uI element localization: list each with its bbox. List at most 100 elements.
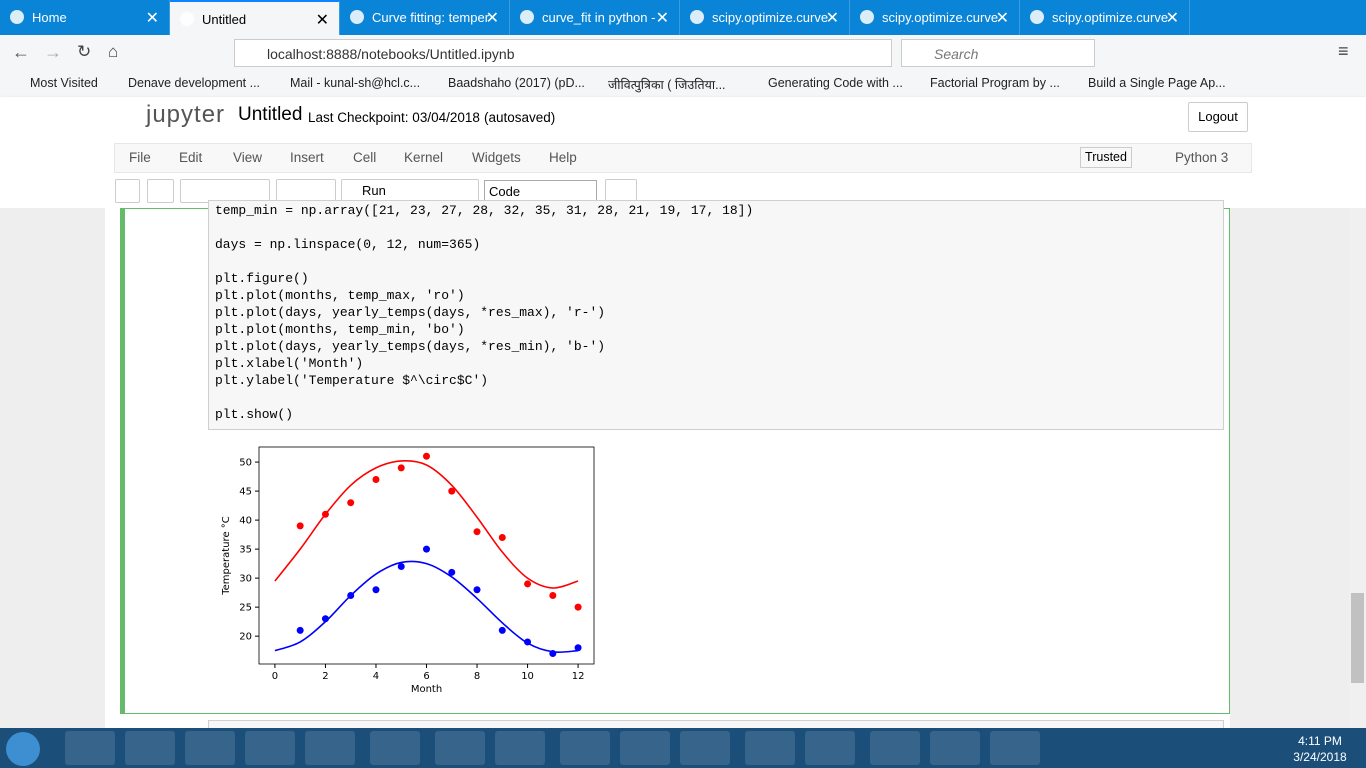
browser-tab[interactable]: scipy.optimize.curve ✕ [1020,0,1190,35]
x-tick-label: 6 [423,671,429,682]
taskbar-app[interactable] [680,731,730,765]
taskbar-app[interactable] [805,731,855,765]
browser-tab[interactable]: Curve fitting: temper ✕ [340,0,510,35]
menu-item[interactable]: Help [549,150,577,165]
taskbar-app[interactable] [65,731,115,765]
taskbar-app[interactable] [930,731,980,765]
bookmark[interactable]: Baadshaho (2017) (pD... [448,76,585,90]
save-button[interactable] [115,179,140,203]
menu-item[interactable]: Widgets [472,150,521,165]
browser-tab[interactable]: scipy.optimize.curve ✕ [680,0,850,35]
tab-icon [350,10,364,24]
bookmark[interactable]: Most Visited [30,76,98,90]
data-point [423,545,430,553]
taskbar-app[interactable] [745,731,795,765]
tab-close[interactable]: ✕ [825,10,839,27]
taskbar-app[interactable] [305,731,355,765]
tab-icon [180,12,194,26]
taskbar-app[interactable] [185,731,235,765]
menu-item[interactable]: Edit [179,150,203,165]
data-point [524,580,532,588]
browser-tab[interactable]: scipy.optimize.curve ✕ [850,0,1020,35]
y-tick-label: 50 [239,458,252,469]
browser-tab[interactable]: curve_fit in python - ✕ [510,0,680,35]
taskbar-app[interactable] [620,731,670,765]
taskbar-app[interactable] [370,731,420,765]
jupyter-logo[interactable]: jupyter [146,101,226,128]
tab-close[interactable]: ✕ [1165,10,1179,27]
run-buttons[interactable] [341,179,479,203]
output-chart: 0 2 4 6 8 10 12 20 25 30 35 40 45 50 Month Temperature … [221,446,595,695]
bookmark[interactable]: जीवित्पुत्रिका ( जिउतिया... [608,78,726,92]
data-point [574,603,582,611]
browser-tab[interactable]: Untitled ✕ [170,0,340,35]
notebook-name[interactable]: Untitled [238,104,303,125]
taskbar-app[interactable] [245,731,295,765]
x-tick-label: 4 [373,671,379,682]
tab-icon [10,10,24,24]
data-point [473,528,481,536]
menu-button[interactable]: ≡ [1338,41,1349,61]
add-cell-button[interactable] [147,179,174,203]
scroll-thumb[interactable] [1351,593,1364,683]
tab-title[interactable]: scipy.optimize.curve [1052,10,1169,25]
menu-item[interactable]: Insert [290,150,324,165]
taskbar-app[interactable] [435,731,485,765]
autosaved: (autosaved) [484,110,556,125]
trusted-badge[interactable]: Trusted [1080,147,1132,168]
code-input[interactable] [208,200,1224,430]
tab-close[interactable]: ✕ [995,10,1009,27]
cell-type-select[interactable]: Code [484,180,597,202]
clock-time: 4:11 PM [1298,734,1342,748]
code-line: days = np.linspace(0, 12, num=365) [215,237,481,252]
taskbar-app[interactable] [495,731,545,765]
tab-title[interactable]: scipy.optimize.curve [712,10,829,25]
tab-title[interactable]: curve_fit in python - [542,10,656,25]
data-point [549,592,557,600]
url-bar[interactable]: localhost:8888/notebooks/Untitled.ipynb [234,39,892,67]
menu-item[interactable]: File [129,150,151,165]
home-button[interactable]: ⌂ [108,42,119,61]
tab-close[interactable]: ✕ [145,10,159,27]
menu-item[interactable]: View [233,150,263,165]
bookmark[interactable]: Generating Code with ... [768,76,903,90]
tab-close[interactable]: ✕ [315,12,329,29]
tab-title[interactable]: Untitled [202,12,247,27]
tab-icon [1030,10,1044,24]
reload-button[interactable]: ↻ [77,42,92,61]
forward-button[interactable]: → [44,42,62,62]
taskbar-app[interactable] [560,731,610,765]
y-axis-label: Temperature °C [221,516,232,596]
tab-title[interactable]: scipy.optimize.curve [882,10,999,25]
back-button[interactable]: ← [12,42,30,62]
browser-tab[interactable]: Home ✕ [0,0,170,35]
tab-title[interactable]: Curve fitting: temper [372,10,490,25]
taskbar-app[interactable] [990,731,1040,765]
tab-close[interactable]: ✕ [485,10,499,27]
taskbar [0,728,1366,768]
bookmark[interactable]: Build a Single Page Ap... [1088,76,1226,90]
start-button[interactable] [6,732,40,766]
menu-item[interactable]: Kernel [404,150,444,165]
kernel-name: Python 3 [1175,150,1229,165]
keyboard-button[interactable] [605,179,637,203]
y-tick-label: 30 [239,574,252,585]
move-buttons[interactable] [276,179,336,203]
data-point [498,626,506,634]
fit-line [274,560,579,653]
data-point [296,626,304,634]
tab-bar: Home ✕ Untitled ✕ Curve fitting: temper ✕ curv… [0,0,1366,35]
tab-icon [520,10,534,24]
menu-item[interactable]: Cell [353,150,377,165]
data-point [372,586,380,594]
run-label[interactable]: Run [362,183,386,198]
taskbar-app[interactable] [870,731,920,765]
tab-close[interactable]: ✕ [655,10,669,27]
bookmark[interactable]: Factorial Program by ... [930,76,1060,90]
bookmark[interactable]: Mail - kunal-sh@hcl.c... [290,76,421,90]
logout-button[interactable]: Logout [1188,102,1248,132]
bookmark[interactable]: Denave development ... [128,76,261,90]
search-box[interactable]: Search [901,39,1095,67]
taskbar-app[interactable] [125,731,175,765]
tab-title[interactable]: Home [32,10,67,25]
